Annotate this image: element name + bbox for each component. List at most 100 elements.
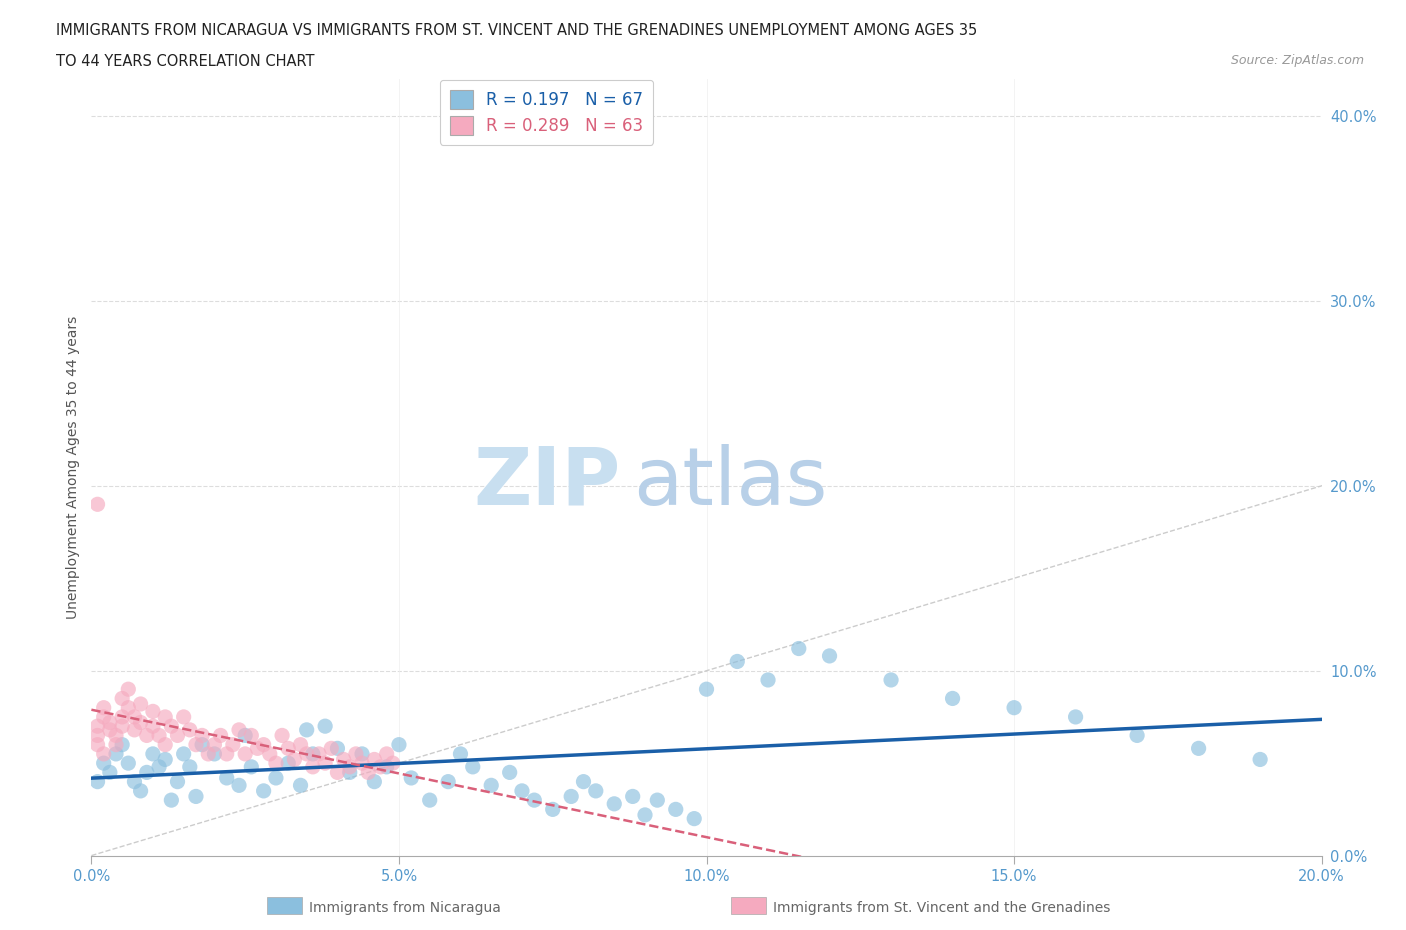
Point <box>399 770 422 785</box>
Point <box>233 747 256 762</box>
Point <box>111 710 134 724</box>
Point <box>314 756 336 771</box>
Point <box>295 747 318 762</box>
Point <box>124 710 146 724</box>
Point <box>375 747 398 762</box>
Point <box>725 654 748 669</box>
Point <box>634 807 657 822</box>
Point <box>1002 700 1025 715</box>
Point <box>202 747 225 762</box>
Point <box>388 737 411 752</box>
Point <box>271 728 294 743</box>
Point <box>86 737 108 752</box>
Y-axis label: Unemployment Among Ages 35 to 44 years: Unemployment Among Ages 35 to 44 years <box>66 315 80 619</box>
Point <box>86 719 108 734</box>
Point <box>86 728 108 743</box>
Point <box>142 719 165 734</box>
Point <box>301 760 323 775</box>
Point <box>350 747 373 762</box>
Point <box>880 672 903 687</box>
Text: IMMIGRANTS FROM NICARAGUA VS IMMIGRANTS FROM ST. VINCENT AND THE GRENADINES UNEM: IMMIGRANTS FROM NICARAGUA VS IMMIGRANTS … <box>56 23 977 38</box>
Point <box>240 760 263 775</box>
Point <box>93 756 115 771</box>
Point <box>117 756 139 771</box>
Point <box>111 737 134 752</box>
Point <box>321 741 343 756</box>
Point <box>93 747 115 762</box>
Point <box>283 752 305 767</box>
Point <box>253 783 276 798</box>
Point <box>498 765 520 780</box>
Point <box>585 783 607 798</box>
Point <box>560 789 582 804</box>
Text: Immigrants from St. Vincent and the Grenadines: Immigrants from St. Vincent and the Gren… <box>773 900 1111 915</box>
Point <box>363 774 385 789</box>
Point <box>98 715 121 730</box>
Point <box>228 723 250 737</box>
Point <box>314 719 336 734</box>
Point <box>942 691 965 706</box>
Point <box>179 760 201 775</box>
Point <box>1126 728 1149 743</box>
Point <box>277 741 299 756</box>
Point <box>117 682 139 697</box>
Point <box>523 792 546 807</box>
Point <box>160 792 183 807</box>
Text: ZIP: ZIP <box>474 444 620 522</box>
Point <box>191 728 214 743</box>
Point <box>184 789 207 804</box>
Point <box>129 783 152 798</box>
Point <box>124 723 146 737</box>
Point <box>461 760 484 775</box>
Text: Immigrants from Nicaragua: Immigrants from Nicaragua <box>309 900 501 915</box>
Point <box>572 774 595 789</box>
Point <box>160 719 183 734</box>
Point <box>370 760 392 775</box>
Point <box>173 747 195 762</box>
Point <box>1249 752 1271 767</box>
Point <box>93 710 115 724</box>
Point <box>142 704 165 719</box>
Point <box>179 723 201 737</box>
Point <box>510 783 533 798</box>
Point <box>166 774 188 789</box>
Point <box>142 747 165 762</box>
Point <box>129 697 152 711</box>
Text: TO 44 YEARS CORRELATION CHART: TO 44 YEARS CORRELATION CHART <box>56 54 315 69</box>
Point <box>93 700 115 715</box>
Point <box>86 774 108 789</box>
Point <box>105 737 127 752</box>
Point <box>818 648 841 663</box>
Point <box>105 747 127 762</box>
Point <box>621 789 644 804</box>
Point <box>153 752 177 767</box>
Point <box>98 723 121 737</box>
Point <box>191 737 214 752</box>
Point <box>135 765 157 780</box>
Point <box>350 756 373 771</box>
Point <box>209 728 232 743</box>
Point <box>197 747 219 762</box>
Point <box>111 691 134 706</box>
Point <box>105 728 127 743</box>
Point <box>756 672 779 687</box>
Legend: R = 0.197   N = 67, R = 0.289   N = 63: R = 0.197 N = 67, R = 0.289 N = 63 <box>440 80 654 145</box>
Point <box>344 747 367 762</box>
Text: atlas: atlas <box>633 444 827 522</box>
Point <box>184 737 207 752</box>
Point <box>117 700 139 715</box>
Point <box>233 728 256 743</box>
Point <box>645 792 668 807</box>
Point <box>1064 710 1087 724</box>
Point <box>308 747 330 762</box>
Point <box>683 811 706 826</box>
Point <box>153 710 177 724</box>
Point <box>215 770 238 785</box>
Point <box>1187 741 1209 756</box>
Point <box>166 728 188 743</box>
Point <box>419 792 441 807</box>
Point <box>202 737 225 752</box>
Point <box>363 752 385 767</box>
Point <box>381 756 404 771</box>
Point <box>449 747 471 762</box>
